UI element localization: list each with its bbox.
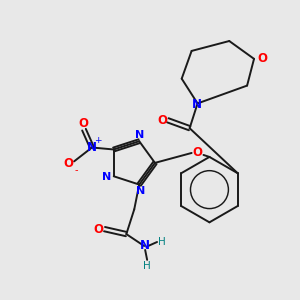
Text: O: O [257,52,267,65]
Text: -: - [74,165,78,175]
Text: +: + [94,136,102,145]
Text: N: N [136,187,145,196]
Text: N: N [102,172,111,182]
Text: N: N [140,239,150,253]
Text: O: O [157,114,167,127]
Text: N: N [192,98,202,111]
Text: O: O [63,157,73,170]
Text: H: H [158,237,166,247]
Text: O: O [78,117,88,130]
Text: N: N [135,130,144,140]
Text: N: N [87,141,97,154]
Text: O: O [193,146,202,160]
Text: H: H [143,261,151,271]
Text: O: O [94,223,103,236]
